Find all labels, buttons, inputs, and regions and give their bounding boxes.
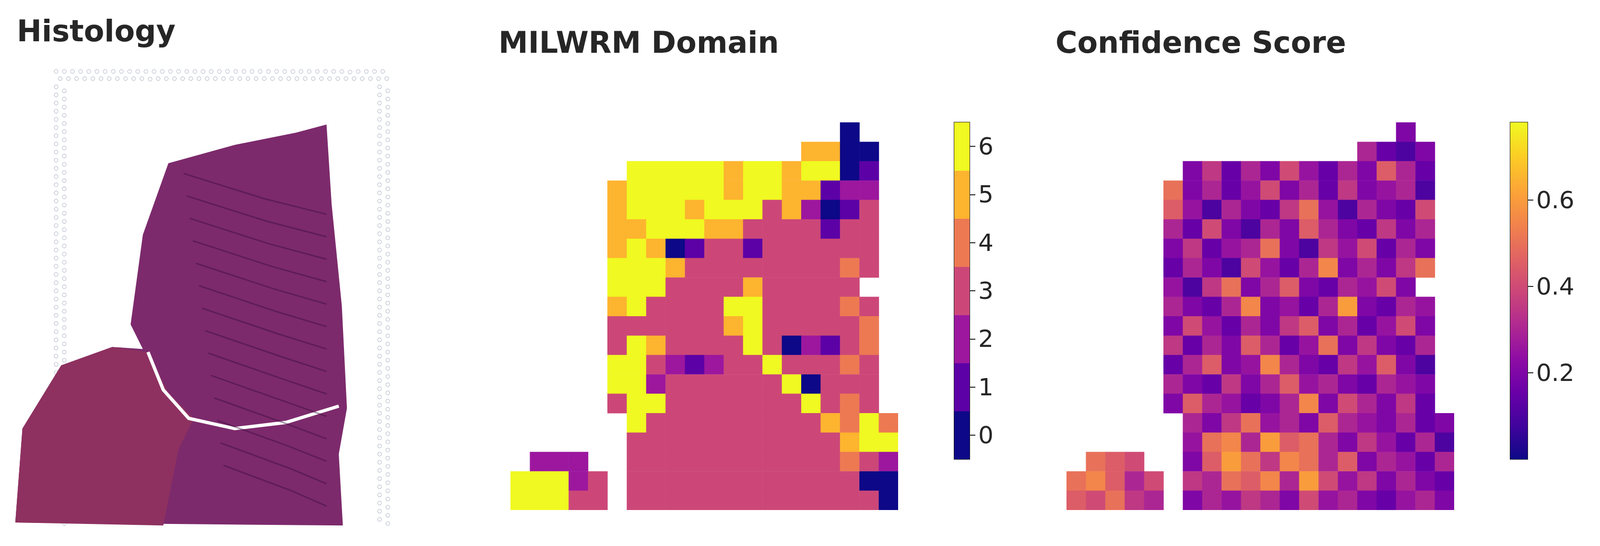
svg-text:0.6: 0.6 xyxy=(1536,186,1575,214)
svg-text:Histology: Histology xyxy=(16,13,176,49)
svg-text:2: 2 xyxy=(978,324,994,353)
svg-text:4: 4 xyxy=(978,228,994,257)
svg-text:1: 1 xyxy=(978,373,994,402)
svg-text:3: 3 xyxy=(978,276,994,305)
svg-text:Confidence Score: Confidence Score xyxy=(1055,24,1347,60)
svg-text:0.4: 0.4 xyxy=(1536,272,1575,301)
svg-text:MILWRM Domain: MILWRM Domain xyxy=(498,24,780,60)
svg-text:5: 5 xyxy=(978,180,994,209)
svg-text:0.2: 0.2 xyxy=(1536,358,1575,387)
svg-text:0: 0 xyxy=(978,421,994,450)
svg-text:6: 6 xyxy=(978,132,994,161)
